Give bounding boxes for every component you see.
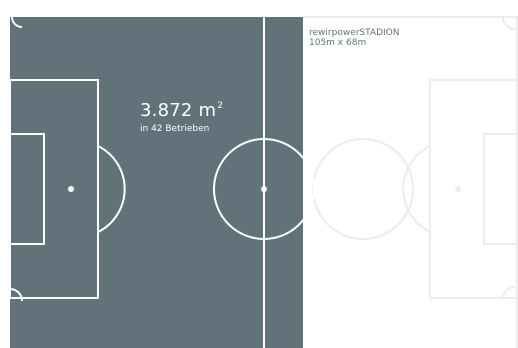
area-unit-superscript: 2 (217, 101, 224, 111)
coverage-stat: 3.872 m2 in 42 Betrieben (140, 96, 240, 135)
center-spot (261, 186, 267, 192)
pitch-lines (9, 0, 315, 348)
business-count: in 42 Betrieben (140, 124, 210, 134)
penalty-arc-left (97, 145, 126, 233)
corner-arc-top (11, 16, 23, 28)
penalty-spot-left (68, 186, 74, 192)
penalty-spot-right (455, 186, 461, 192)
stadium-label: rewirpowerSTADION 105m x 68m (309, 28, 400, 48)
pitch-lines-faint (303, 16, 518, 348)
area-number: 3.872 m (140, 100, 217, 121)
penalty-box-left (9, 79, 99, 299)
stadium-name: rewirpowerSTADION (309, 28, 400, 38)
corner-arc-bottom (9, 288, 23, 302)
area-value: 3.872 m2 (140, 96, 240, 121)
goal-box-left (9, 133, 45, 245)
stadium-dimensions: 105m x 68m (309, 38, 367, 48)
coverage-fill (10, 17, 303, 348)
